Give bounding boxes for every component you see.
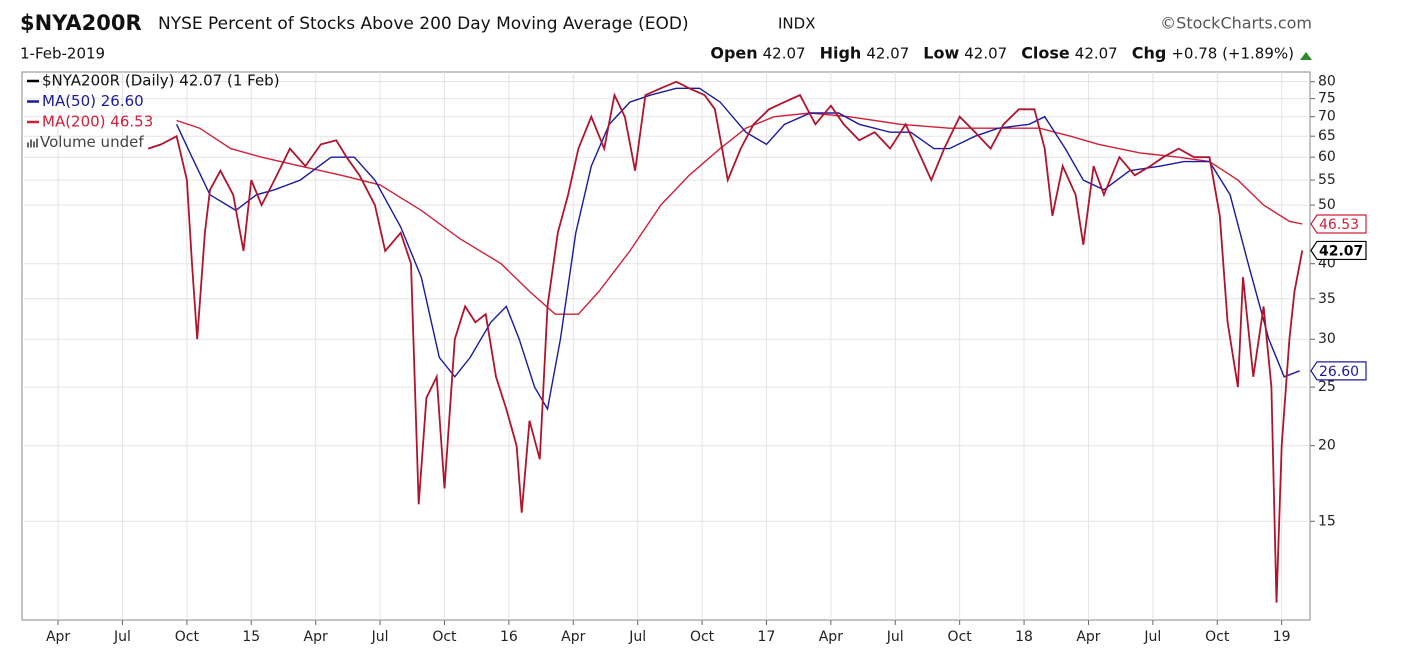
value-badge-label: 46.53 (1319, 217, 1359, 233)
y-tick-label: 65 (1318, 128, 1336, 144)
volume-icon (33, 141, 35, 148)
x-tick-label: Jul (1143, 629, 1161, 645)
y-tick-label: 50 (1318, 197, 1336, 213)
quote-label: Low (923, 44, 959, 63)
quote-value: 42.07 (866, 45, 909, 63)
y-tick-label: 30 (1318, 331, 1336, 347)
quote-value: 42.07 (1075, 45, 1118, 63)
volume-icon (30, 139, 32, 148)
up-arrow (1300, 52, 1312, 60)
value-badge-label: 26.60 (1319, 364, 1359, 380)
quote-label: Open (710, 44, 757, 63)
x-tick-label: Apr (819, 629, 843, 645)
series-line (176, 112, 1303, 315)
symbol: $NYA200R (20, 11, 142, 35)
legend-label: MA(50) 26.60 (42, 92, 144, 110)
x-tick-label: Oct (948, 629, 973, 645)
volume-icon (36, 138, 38, 148)
series-line (175, 87, 1300, 411)
y-tick-label: 25 (1318, 379, 1336, 395)
legend-label: $NYA200R (Daily) 42.07 (1 Feb) (42, 72, 280, 90)
x-tick-label: Oct (175, 629, 200, 645)
legend-label: MA(200) 46.53 (42, 113, 153, 131)
x-tick-label: Jul (628, 629, 646, 645)
x-tick-label: Oct (432, 629, 457, 645)
grid (22, 72, 1310, 620)
y-tick-label: 35 (1318, 291, 1336, 307)
date: 1-Feb-2019 (20, 45, 105, 63)
x-tick-label: Oct (690, 629, 715, 645)
x-tick-label: Jul (371, 629, 389, 645)
x-tick-label: Apr (561, 629, 585, 645)
x-tick-label: Apr (304, 629, 328, 645)
y-tick-label: 20 (1318, 438, 1336, 454)
y-tick-label: 75 (1318, 91, 1336, 107)
x-tick-label: 19 (1273, 629, 1291, 645)
source: ©StockCharts.com (1160, 14, 1312, 33)
x-tick-label: 17 (758, 629, 776, 645)
x-tick-label: Apr (46, 629, 70, 645)
y-tick-label: 15 (1318, 513, 1336, 529)
x-tick-label: Jul (113, 629, 131, 645)
y-tick-label: 55 (1318, 172, 1336, 188)
quote-label: Close (1021, 44, 1070, 63)
series-line (147, 80, 1304, 603)
x-tick-label: Oct (1205, 629, 1230, 645)
x-tick-label: 15 (242, 629, 260, 645)
quote-value: +0.78 (+1.89%) (1171, 45, 1294, 63)
x-tick-label: Jul (886, 629, 904, 645)
quote-label: Chg (1132, 44, 1167, 63)
plot-frame (21, 71, 1311, 621)
volume-note: Volume undef (40, 133, 144, 151)
value-badge (1310, 240, 1367, 261)
quote-value: 42.07 (964, 45, 1007, 63)
x-tick-label: 16 (500, 629, 518, 645)
y-tick-label: 80 (1318, 74, 1336, 90)
value-badge (1310, 361, 1367, 381)
chart-title: NYSE Percent of Stocks Above 200 Day Mov… (158, 14, 689, 34)
quote-value: 42.07 (763, 45, 806, 63)
x-tick-label: 18 (1015, 629, 1033, 645)
legend: $NYA200R (Daily) 42.07 (1 Feb) MA(50) 26.… (27, 72, 280, 151)
quote-label: High (820, 44, 862, 63)
x-tick-label: Apr (1076, 629, 1100, 645)
y-tick-label: 60 (1318, 149, 1336, 165)
value-badge-label: 42.07 (1319, 243, 1363, 259)
volume-icon (27, 142, 29, 148)
quote: Open 42.07 High 42.07 Low 42.07 Close 42.07 Chg +… (710, 44, 1294, 63)
exchange: INDX (778, 15, 815, 33)
y-tick-label: 70 (1318, 109, 1336, 125)
value-badge (1310, 214, 1367, 234)
lines (147, 80, 1304, 603)
